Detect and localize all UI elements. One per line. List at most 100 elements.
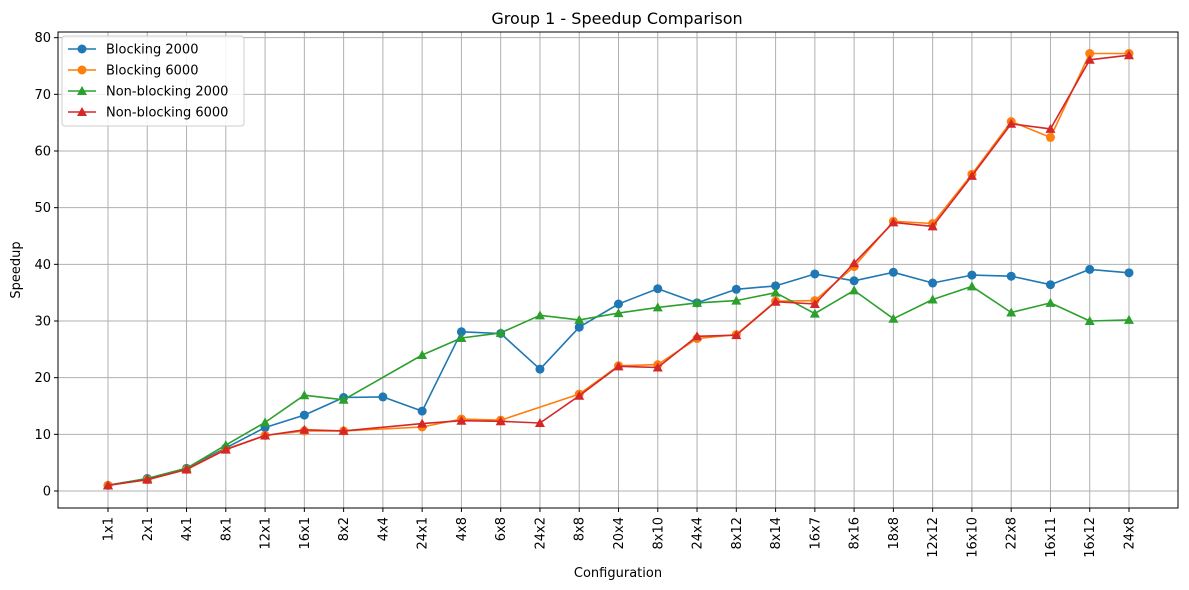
data-point bbox=[495, 327, 506, 337]
legend-label: Blocking 2000 bbox=[106, 43, 198, 58]
data-point bbox=[888, 267, 898, 277]
data-point bbox=[771, 281, 781, 291]
data-point bbox=[142, 474, 153, 484]
data-point bbox=[614, 299, 623, 309]
legend-marker bbox=[77, 86, 87, 95]
data-point bbox=[809, 299, 820, 308]
data-point bbox=[103, 480, 113, 490]
x-tick-label: 18x8 bbox=[887, 517, 902, 550]
x-axis-title: Configuration bbox=[574, 566, 662, 581]
y-tick-label: 10 bbox=[34, 428, 51, 443]
x-tick-label: 24x1 bbox=[416, 517, 431, 550]
data-point bbox=[299, 410, 309, 420]
data-point bbox=[652, 302, 663, 312]
y-tick-label: 0 bbox=[43, 485, 51, 500]
data-point bbox=[888, 217, 899, 227]
data-point bbox=[928, 278, 938, 288]
data-point bbox=[299, 390, 310, 400]
x-tick-label: 4x8 bbox=[455, 517, 470, 541]
data-point bbox=[417, 406, 427, 416]
data-point bbox=[338, 425, 349, 435]
x-tick-label: 4x4 bbox=[376, 517, 391, 541]
y-tick-label: 60 bbox=[34, 145, 51, 160]
data-point bbox=[731, 295, 742, 305]
x-tick-label: 8x16 bbox=[848, 517, 863, 550]
data-point bbox=[613, 361, 624, 371]
x-tick-label: 2x1 bbox=[141, 517, 156, 541]
data-point bbox=[1006, 118, 1017, 128]
data-point bbox=[417, 418, 428, 428]
data-point bbox=[927, 294, 938, 304]
data-point bbox=[1006, 307, 1017, 317]
data-point bbox=[1085, 49, 1095, 59]
data-point bbox=[574, 390, 585, 400]
data-point bbox=[1124, 268, 1134, 278]
y-axis-title: Speedup bbox=[9, 241, 24, 298]
x-tick-label: 12x12 bbox=[926, 517, 941, 558]
x-axis: 1x1 2x1 4x1 8x1 12x1 16x1 8x2 4x4 24x1 4x8 6x8 24x2… bbox=[102, 508, 1138, 558]
data-point bbox=[967, 270, 977, 280]
x-tick-label: 4x1 bbox=[180, 517, 195, 541]
legend-label: Blocking 6000 bbox=[106, 64, 198, 79]
legend-marker bbox=[77, 107, 87, 116]
data-point bbox=[220, 444, 231, 454]
series-line bbox=[107, 285, 1130, 487]
data-point bbox=[692, 297, 703, 307]
data-point bbox=[1045, 123, 1056, 133]
series-group bbox=[103, 49, 1134, 490]
data-point bbox=[534, 418, 545, 427]
data-point bbox=[809, 308, 820, 318]
data-point bbox=[574, 322, 584, 332]
x-tick-label: 8x14 bbox=[769, 517, 784, 550]
data-point bbox=[534, 310, 545, 320]
x-tick-label: 24x8 bbox=[1123, 517, 1138, 550]
data-point bbox=[260, 430, 271, 440]
x-tick-label: 8x10 bbox=[651, 517, 666, 550]
data-point bbox=[1124, 50, 1134, 60]
x-tick-label: 16x1 bbox=[298, 517, 313, 550]
x-tick-label: 8x1 bbox=[219, 517, 234, 541]
data-point bbox=[966, 281, 977, 291]
legend-entry: Blocking 2000 bbox=[68, 43, 198, 58]
data-point bbox=[1084, 316, 1095, 325]
x-tick-label: 12x1 bbox=[259, 517, 274, 550]
data-point bbox=[849, 276, 859, 286]
legend-label: Non-blocking 6000 bbox=[106, 106, 228, 121]
data-point bbox=[849, 258, 860, 268]
series-4 bbox=[103, 50, 1134, 490]
x-tick-label: 1x1 bbox=[102, 517, 117, 541]
data-point bbox=[1124, 314, 1134, 324]
data-point bbox=[338, 394, 349, 404]
x-tick-label: 8x8 bbox=[573, 517, 588, 541]
data-point bbox=[653, 284, 663, 294]
x-tick-label: 6x8 bbox=[494, 517, 509, 541]
data-point bbox=[535, 364, 545, 374]
x-tick-label: 16x12 bbox=[1083, 517, 1098, 558]
data-point bbox=[810, 269, 820, 279]
data-point bbox=[181, 464, 192, 474]
data-point bbox=[770, 287, 781, 297]
x-tick-label: 16x7 bbox=[808, 517, 823, 550]
legend-marker bbox=[77, 65, 87, 75]
x-tick-label: 22x8 bbox=[1005, 517, 1020, 550]
data-point bbox=[220, 440, 231, 450]
data-point bbox=[731, 284, 741, 294]
data-point bbox=[888, 313, 899, 323]
data-point bbox=[456, 415, 467, 425]
series-line bbox=[107, 54, 1130, 487]
data-point bbox=[613, 308, 624, 318]
data-point bbox=[1045, 132, 1055, 142]
data-point bbox=[966, 170, 977, 180]
legend-box bbox=[61, 35, 245, 127]
data-point bbox=[927, 221, 938, 231]
data-point bbox=[1084, 54, 1095, 64]
data-point bbox=[378, 392, 388, 402]
data-point bbox=[1085, 264, 1095, 274]
y-tick-label: 20 bbox=[34, 371, 51, 386]
data-point bbox=[574, 314, 585, 324]
data-point bbox=[260, 417, 271, 427]
y-tick-label: 30 bbox=[34, 315, 51, 330]
data-point bbox=[495, 416, 506, 426]
legend-label: Non-blocking 2000 bbox=[106, 85, 228, 100]
